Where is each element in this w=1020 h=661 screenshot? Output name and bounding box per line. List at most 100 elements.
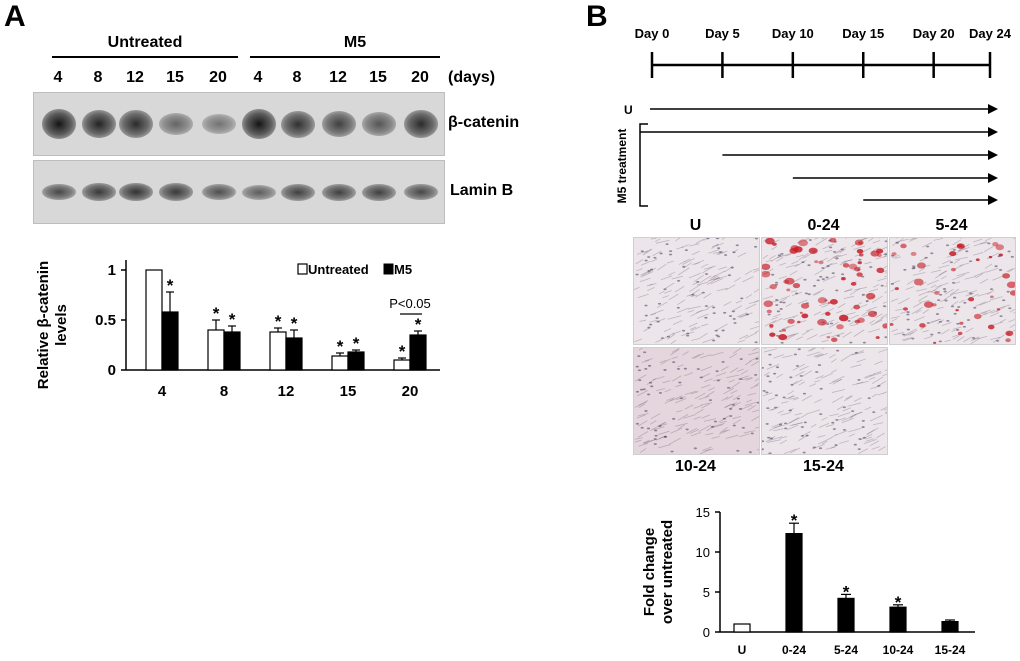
group-underline-m5	[250, 56, 440, 58]
stain-spot	[817, 318, 827, 326]
stain-spot	[763, 300, 773, 308]
significance-star: *	[275, 312, 282, 331]
bar-untreated	[269, 331, 287, 371]
stain-spot	[841, 277, 846, 281]
bar	[785, 532, 803, 633]
stain-spot	[987, 324, 995, 330]
significance-star: *	[337, 337, 344, 356]
y-tick-label: 0	[703, 625, 710, 640]
legend-swatch-untreated	[297, 263, 308, 275]
blot-band	[42, 109, 76, 139]
legend-label-m5: M5	[394, 262, 412, 277]
blot-band	[404, 110, 438, 138]
blot-band	[242, 109, 276, 139]
stain-spot	[856, 248, 864, 254]
stain-spot	[798, 239, 808, 247]
stain-spot	[842, 263, 850, 268]
stain-spot	[781, 328, 787, 332]
stain-spot	[825, 311, 831, 316]
stain-spot	[769, 325, 774, 329]
blot-band	[202, 113, 236, 135]
stain-spot	[1005, 330, 1014, 337]
stain-spot	[988, 255, 993, 259]
stain-spot	[778, 334, 788, 341]
significance-star: *	[399, 342, 406, 361]
lane-day-label: 8	[93, 69, 103, 86]
significance-star: *	[291, 314, 298, 333]
stain-spot	[950, 267, 956, 272]
y-axis-label: Fold changeover untreated	[641, 520, 676, 624]
stain-spot	[902, 307, 908, 311]
stain-spot	[900, 243, 907, 249]
stain-spot	[894, 287, 899, 291]
blot-band	[159, 113, 193, 135]
bar-untreated	[207, 329, 225, 371]
blot-band	[159, 183, 193, 201]
stain-spot	[931, 303, 937, 307]
stain-spot	[854, 239, 864, 246]
stain-spot	[882, 323, 887, 329]
micrograph-5-24	[889, 237, 1016, 345]
legend-swatch-m5	[383, 263, 394, 275]
significance-star: *	[167, 276, 174, 295]
micrograph-label-10-24: 10-24	[675, 458, 716, 475]
timeline-day-label: Day 0	[635, 26, 670, 41]
stain-spot	[817, 297, 827, 304]
micrograph-label-5-24: 5-24	[935, 217, 968, 234]
x-tick-label: 20	[402, 383, 419, 400]
lane-day-label: 4	[53, 69, 63, 86]
stain-spot	[890, 322, 894, 326]
stain-spot	[836, 324, 844, 330]
micrograph-10-24	[633, 347, 760, 455]
stain-spot	[973, 313, 982, 320]
blot-band	[362, 112, 396, 136]
blot-band	[281, 110, 315, 138]
blot-band	[362, 183, 396, 201]
treatment-label: M5 treatment	[615, 129, 629, 204]
timeline-day-label: Day 24	[969, 26, 1012, 41]
y-tick-label: 0.5	[95, 312, 116, 329]
blot-band	[42, 183, 76, 201]
x-tick-label: 15-24	[935, 643, 966, 657]
stain-spot	[858, 253, 864, 257]
stain-spot	[771, 242, 777, 246]
group-underline-untreated	[52, 56, 238, 58]
stain-spot	[975, 258, 980, 262]
bar-untreated	[145, 269, 163, 371]
blot-band	[119, 110, 153, 138]
bar-m5	[161, 311, 179, 371]
significance-star: *	[213, 304, 220, 323]
stain-spot	[995, 244, 1005, 251]
stain-spot	[829, 299, 838, 305]
bar	[733, 623, 751, 633]
stain-spot	[786, 288, 791, 292]
stain-spot	[829, 238, 837, 243]
stain-spot	[856, 272, 863, 277]
lane-day-label: 8	[292, 69, 302, 86]
x-tick-label: 4	[158, 383, 167, 400]
stain-spot	[766, 309, 772, 314]
days-unit-label: (days)	[448, 69, 496, 86]
y-tick-label: 10	[696, 545, 710, 560]
group-label-untreated: Untreated	[107, 34, 183, 51]
stain-spot	[850, 281, 857, 286]
x-tick-label: 8	[220, 383, 228, 400]
stain-spot	[867, 310, 878, 318]
stain-spot	[762, 263, 771, 271]
stain-spot	[799, 311, 803, 314]
blot-band	[404, 183, 438, 201]
micrograph-label-u: U	[689, 217, 702, 234]
stain-spot	[769, 284, 777, 290]
stain-spot	[787, 318, 795, 324]
micrograph-label-15-24: 15-24	[803, 458, 844, 475]
stain-spot	[831, 337, 838, 342]
significance-star: *	[229, 310, 236, 329]
untreated-arrow-label: U	[624, 103, 633, 117]
stain-spot	[769, 332, 776, 337]
stain-spot	[957, 331, 963, 335]
treatment-bracket	[639, 123, 648, 207]
treatment-timeline-diagram: Day 0 Day 5 Day 10 Day 15 Day 20 Day 24 U M5 tr…	[615, 26, 1012, 207]
panel-b-letter: B	[586, 0, 608, 33]
stain-spot	[870, 250, 880, 257]
stain-spot	[959, 321, 964, 325]
